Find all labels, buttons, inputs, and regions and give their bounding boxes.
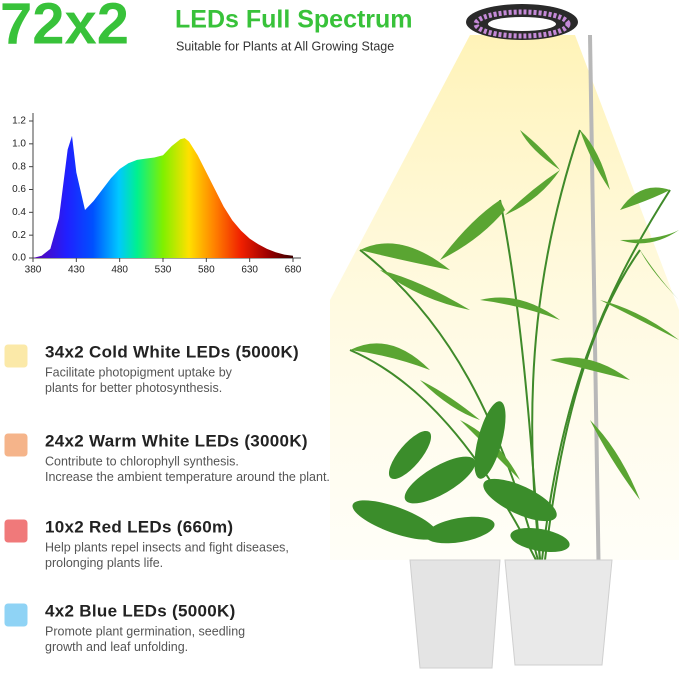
x-tick-label: 630 bbox=[241, 265, 258, 276]
pot-left bbox=[409, 559, 501, 669]
led-list: 34x2 Cold White LEDs (5000K) Facilitate p… bbox=[4, 342, 330, 654]
y-tick-label: 1.2 bbox=[12, 116, 26, 127]
spectrum-chart: 0.0 0.2 0.4 0.6 0.8 1.0 1.2 380 430 480 530 580 630 6… bbox=[12, 113, 302, 276]
item-desc: Facilitate photopigment uptake by bbox=[45, 365, 233, 379]
spectrum-area bbox=[33, 135, 293, 258]
color-swatch bbox=[4, 519, 28, 543]
left-plant bbox=[352, 401, 570, 553]
item-title: 10x2 Red LEDs (660m) bbox=[45, 517, 233, 536]
pot-right bbox=[504, 559, 613, 666]
x-tick-label: 530 bbox=[155, 265, 172, 276]
item-desc: growth and leaf unfolding. bbox=[45, 640, 188, 654]
y-tick-label: 0.4 bbox=[12, 207, 26, 218]
item-desc: plants for better photosynthesis. bbox=[45, 381, 222, 395]
color-swatch bbox=[4, 603, 28, 627]
palm-stems bbox=[349, 129, 671, 561]
y-tick-label: 0.8 bbox=[12, 161, 26, 172]
pole bbox=[588, 34, 602, 656]
item-desc: Increase the ambient temperature around … bbox=[45, 470, 330, 484]
x-tick-label: 380 bbox=[25, 265, 42, 276]
item-title: 4x2 Blue LEDs (5000K) bbox=[45, 601, 236, 620]
headline-number: 72x2 bbox=[0, 0, 129, 56]
lamp-hole bbox=[488, 17, 556, 31]
color-swatch bbox=[4, 433, 28, 457]
x-tick-label: 430 bbox=[68, 265, 85, 276]
item-desc: prolonging plants life. bbox=[45, 556, 163, 570]
palm-leaves bbox=[350, 130, 679, 500]
item-desc: Help plants repel insects and fight dise… bbox=[45, 540, 289, 554]
x-tick-label: 580 bbox=[198, 265, 215, 276]
item-desc: Contribute to chlorophyll synthesis. bbox=[45, 454, 239, 468]
color-swatch bbox=[4, 344, 28, 368]
item-desc: Promote plant germination, seedling bbox=[45, 624, 245, 638]
item-title: 24x2 Warm White LEDs (3000K) bbox=[45, 431, 308, 450]
y-tick-label: 0.6 bbox=[12, 184, 26, 195]
x-tick-label: 480 bbox=[111, 265, 128, 276]
y-tick-label: 0.2 bbox=[12, 230, 26, 241]
headline-subtitle: Suitable for Plants at All Growing Stage bbox=[176, 39, 394, 53]
led-ring bbox=[473, 9, 571, 39]
y-tick-label: 1.0 bbox=[12, 138, 26, 149]
item-title: 34x2 Cold White LEDs (5000K) bbox=[45, 342, 299, 361]
x-tick-label: 680 bbox=[285, 265, 302, 276]
y-tick-label: 0.0 bbox=[12, 253, 26, 264]
headline-title: LEDs Full Spectrum bbox=[175, 6, 413, 34]
